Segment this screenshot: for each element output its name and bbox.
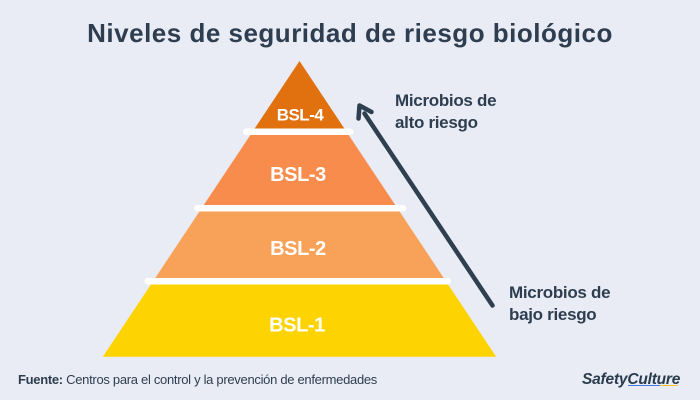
svg-text:BSL-1: BSL-1 bbox=[269, 315, 325, 337]
svg-text:BSL-4: BSL-4 bbox=[277, 106, 325, 125]
svg-text:BSL-3: BSL-3 bbox=[270, 164, 326, 186]
svg-text:BSL-2: BSL-2 bbox=[270, 238, 326, 260]
